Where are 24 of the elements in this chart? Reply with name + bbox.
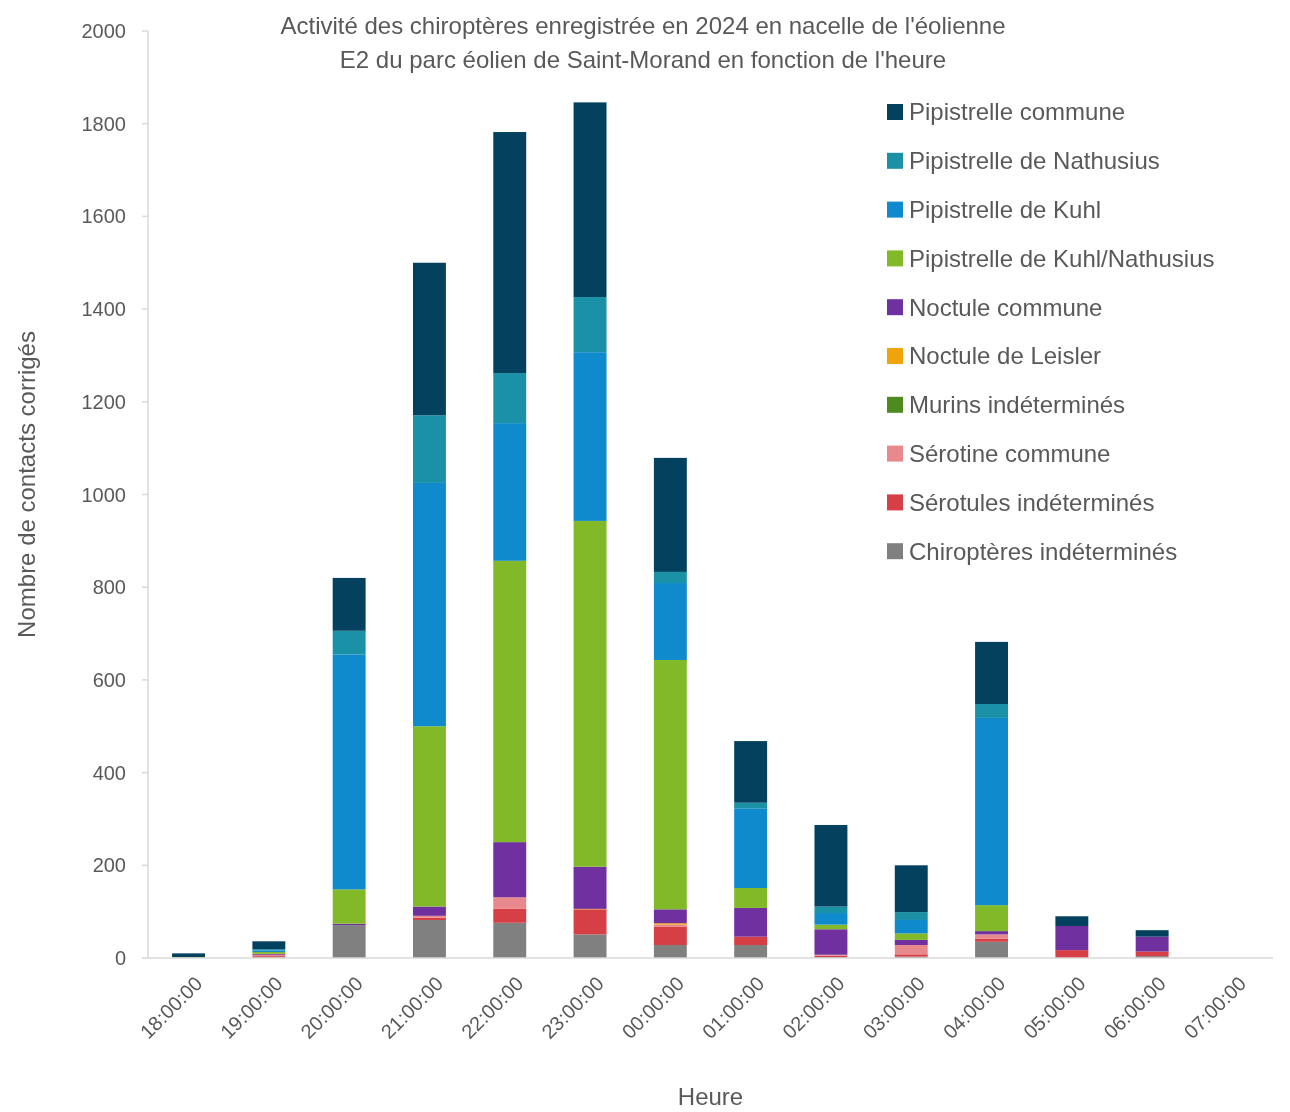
- x-axis-title: Heure: [677, 1083, 744, 1110]
- y-tick-label: 600: [92, 668, 126, 691]
- y-tick-label: 1200: [81, 390, 126, 413]
- y-tick-label: 1400: [81, 298, 126, 321]
- y-tick-label: 800: [92, 576, 126, 599]
- legend-label: Murins indéterminés: [909, 391, 1126, 419]
- y-tick-label: 1800: [81, 112, 126, 135]
- legend-label: Pipistrelle de Nathusius: [909, 147, 1160, 175]
- legend-label: Pipistrelle commune: [909, 98, 1126, 126]
- y-tick-label: 1600: [81, 205, 126, 228]
- y-tick-label: 2000: [81, 20, 126, 42]
- legend-label: Sérotules indéterminés: [909, 488, 1155, 516]
- y-tick-label: 400: [92, 761, 126, 784]
- y-tick-label: 0: [114, 947, 126, 969]
- y-tick-label: 1000: [81, 483, 126, 506]
- y-axis-title: Nombre de contacts corrigés: [13, 331, 40, 638]
- legend-label: Chiroptères indéterminés: [909, 537, 1178, 565]
- chart-title: Activité des chiroptères enregistrée en 2024 en nacelle de l'éolienne E2 du parc éolien de Saint-Morand en fonction de l'heure: [280, 12, 1006, 73]
- legend-label: Noctule de Leisler: [909, 342, 1102, 370]
- legend-label: Pipistrelle de Kuhl/Nathusius: [909, 244, 1215, 272]
- legend-label: Pipistrelle de Kuhl: [909, 196, 1102, 223]
- y-tick-label: 200: [92, 854, 126, 877]
- legend-label: Sérotine commune: [909, 440, 1111, 467]
- legend-label: Noctule commune: [909, 293, 1103, 321]
